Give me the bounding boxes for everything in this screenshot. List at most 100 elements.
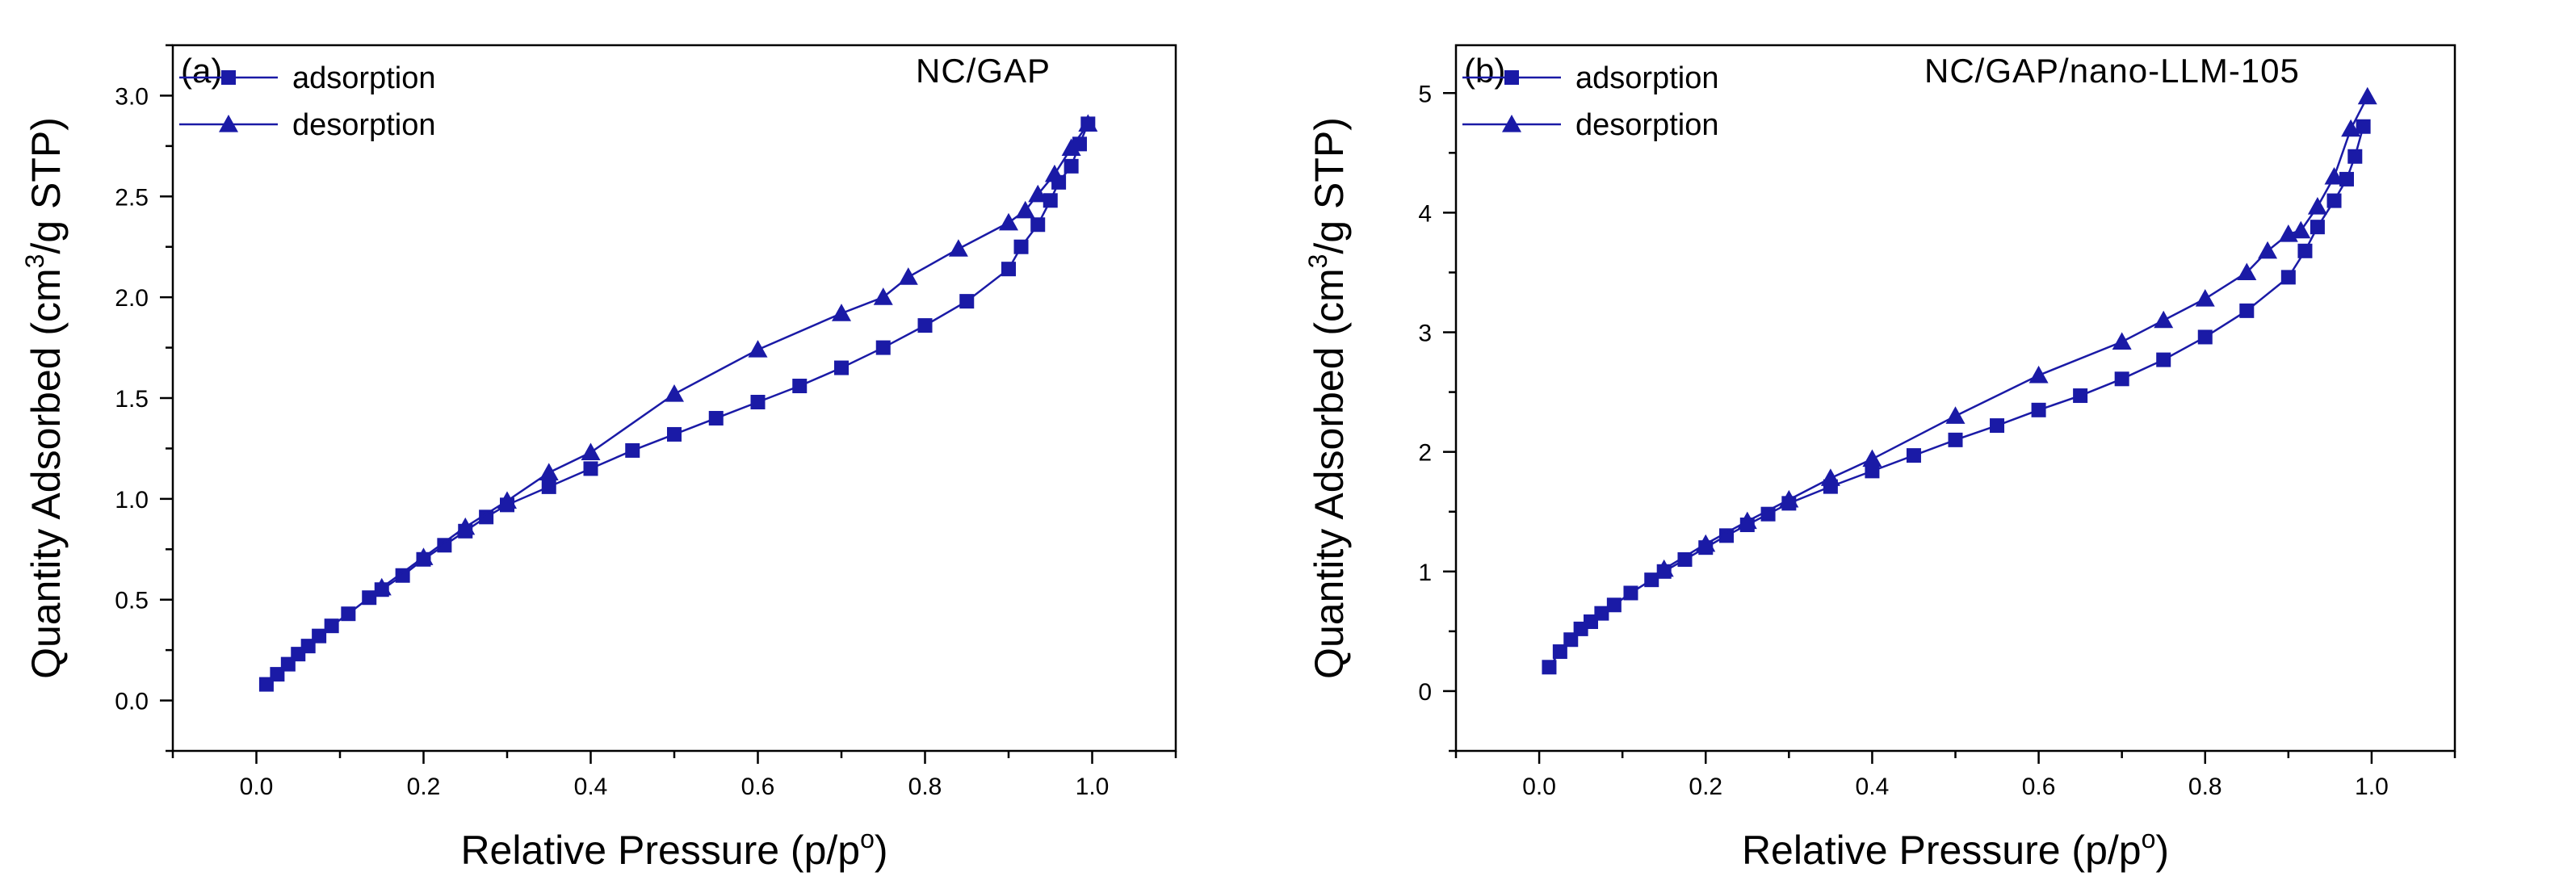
y-tick-label: 0 [1418, 679, 1432, 706]
y-axis-title-end: /g STP) [23, 117, 69, 254]
adsorption-point [312, 628, 327, 644]
legend-label-desorption: desorption [1575, 108, 1718, 142]
legend: adsorption desorption [1462, 61, 1718, 142]
adsorption-point [2280, 270, 2296, 285]
y-tick-label: 2.5 [115, 184, 149, 211]
x-axis-title-main: Relative Pressure (p/p [1742, 828, 2142, 873]
y-tick-label: 3.0 [115, 83, 149, 110]
desorption-point [1820, 468, 1840, 486]
legend-marker-adsorption [221, 70, 236, 85]
adsorption-point [1030, 217, 1046, 233]
desorption-point [999, 212, 1018, 231]
adsorption-point [2197, 329, 2213, 345]
y-axis-title-superscript: 3 [20, 254, 49, 269]
adsorption-point [1594, 606, 1609, 621]
adsorption-point [2156, 352, 2171, 367]
x-tick-label: 0.8 [2188, 774, 2222, 800]
y-tick-label: 4 [1418, 200, 1432, 227]
series-desorption [371, 114, 1098, 596]
x-axis-title-superscript: o [2142, 824, 2156, 853]
desorption-point [2028, 365, 2049, 384]
y-axis-title: Quantity Adsorbed (cm3/g STP) [20, 117, 69, 679]
y-axis-title-superscript: 3 [1303, 254, 1332, 269]
adsorption-point [1948, 432, 1963, 447]
y-tick-label: 1.5 [115, 386, 149, 413]
desorption-point [1737, 511, 1757, 530]
x-axis-title: Relative Pressure (p/po) [1742, 824, 2169, 873]
adsorption-point [2239, 303, 2255, 318]
desorption-point [665, 384, 684, 402]
x-tick-label: 0.4 [574, 774, 608, 800]
panel-a: 0.0 0.2 0.4 0.6 0.8 1.0 0.0 0.5 1.0 1.5 2.0 2.5 3.0 R… [20, 44, 1177, 873]
series-desorption [1654, 86, 2377, 577]
sample-title: NC/GAP/nano-LLM-105 [1924, 52, 2300, 90]
adsorption-point [834, 360, 849, 375]
adsorption-point [583, 461, 598, 476]
adsorption-point [541, 479, 556, 494]
x-tick-label: 1.0 [2355, 774, 2389, 800]
adsorption-point [2326, 193, 2342, 208]
series-line-adsorption [1548, 126, 2364, 669]
adsorption-point [1606, 597, 1622, 613]
y-axis-title: Quantity Adsorbed (cm3/g STP) [1303, 117, 1352, 679]
sample-title: NC/GAP [916, 52, 1051, 90]
y-tick-label: 2.0 [115, 285, 149, 312]
adsorption-point [2339, 171, 2354, 187]
desorption-point [2195, 289, 2215, 307]
adsorption-point [1001, 262, 1016, 277]
x-tick-label: 0.0 [1522, 774, 1556, 800]
adsorption-point [2356, 119, 2371, 134]
adsorption-point [667, 426, 682, 442]
adsorption-point [1623, 585, 1638, 601]
adsorption-point [1552, 644, 1567, 660]
panel-label: (a) [181, 52, 222, 90]
x-axis-title-end: ) [875, 828, 888, 873]
desorption-point [1044, 164, 1064, 182]
adsorption-point [2347, 149, 2363, 164]
desorption-point [2357, 86, 2377, 105]
y-tick-label: 1.0 [115, 487, 149, 514]
desorption-point [1654, 559, 1674, 577]
adsorption-point [875, 340, 891, 355]
x-tick-label: 0.0 [240, 774, 274, 800]
panel-b: 0.0 0.2 0.4 0.6 0.8 1.0 0 1 2 3 4 5 Relative Pressur… [1303, 44, 2456, 873]
desorption-point [1779, 489, 1799, 508]
adsorption-point [479, 509, 494, 525]
legend-marker-adsorption [1504, 70, 1519, 85]
legend-label-desorption: desorption [292, 108, 435, 142]
desorption-point [873, 287, 893, 305]
desorption-point [539, 463, 559, 480]
desorption-point [497, 491, 517, 509]
series-adsorption [1542, 119, 2371, 675]
desorption-point [898, 267, 918, 285]
adsorption-point [2073, 388, 2088, 404]
y-tick-label: 5 [1418, 81, 1432, 107]
y-tick-label: 2 [1418, 440, 1432, 467]
y-axis-title-main: Quantity Adsorbed (cm [1307, 268, 1352, 679]
adsorption-point [437, 538, 452, 553]
series-adsorption [258, 116, 1096, 692]
desorption-point [1061, 138, 1081, 156]
y-axis-title-end: /g STP) [1307, 117, 1352, 254]
adsorption-point [708, 410, 724, 426]
panel-label: (b) [1464, 52, 1505, 90]
desorption-point [413, 547, 434, 565]
desorption-point [2237, 262, 2257, 281]
adsorption-point [2031, 402, 2046, 417]
adsorption-point [1760, 506, 1776, 522]
desorption-point [2324, 166, 2344, 185]
adsorption-point [959, 294, 975, 309]
desorption-point [2341, 119, 2361, 137]
x-tick-label: 0.6 [741, 774, 775, 800]
plot-frame [1454, 44, 2456, 753]
desorption-point [748, 340, 768, 358]
desorption-point [2154, 310, 2174, 329]
desorption-point [2278, 224, 2298, 242]
series-line-desorption [1663, 96, 2368, 570]
y-axis-title-main: Quantity Adsorbed (cm [23, 268, 69, 679]
adsorption-point [2114, 371, 2129, 387]
adsorption-point [1719, 528, 1735, 543]
desorption-point [2291, 220, 2311, 239]
adsorption-point [792, 379, 808, 394]
